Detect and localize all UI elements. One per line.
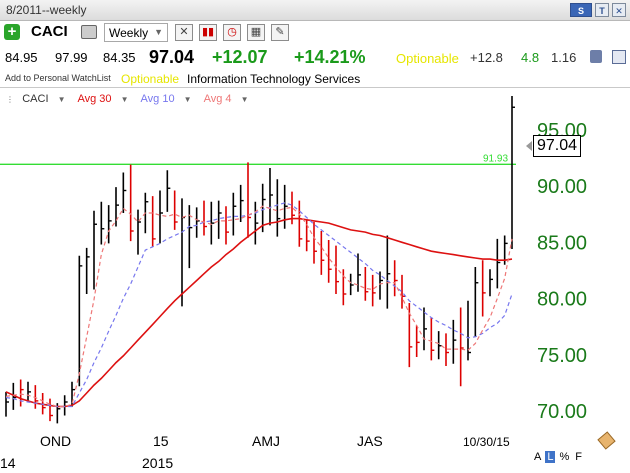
- note-icon[interactable]: ✎: [271, 24, 289, 41]
- y-tick-label: 75.00: [537, 345, 587, 367]
- scale-l[interactable]: L: [545, 451, 556, 463]
- window-titlebar: 8/2011--weekly S T ✕: [0, 0, 630, 21]
- x-tick-label: JAS: [357, 433, 383, 449]
- scale-a[interactable]: A: [534, 451, 542, 463]
- y-tick-label: 85.00: [537, 232, 587, 254]
- alarm-icon[interactable]: ◷: [223, 24, 241, 41]
- x-tick-label: 15: [153, 433, 169, 449]
- y-tick-label: 80.00: [537, 289, 587, 311]
- scale-controls: A L % F: [532, 451, 584, 463]
- moving-average-avg30: [5, 217, 513, 408]
- legend-symbol[interactable]: ⋮ CACI ▼: [6, 93, 66, 105]
- database-icon[interactable]: [590, 50, 602, 63]
- scale-percent[interactable]: %: [559, 451, 570, 463]
- divider: [0, 87, 630, 88]
- low-price: 84.35: [103, 50, 136, 65]
- last-price: 97.04: [149, 47, 195, 67]
- t-menu-icon[interactable]: T: [595, 3, 609, 17]
- price-chart[interactable]: 91.93100.0095.0090.0085.0080.0075.0070.0…: [0, 88, 630, 473]
- period-select[interactable]: Weekly ▼: [104, 23, 168, 42]
- close-icon[interactable]: ✕: [612, 3, 626, 17]
- price-pointer-icon: [526, 141, 532, 151]
- open-price: 84.95: [5, 50, 38, 65]
- legend-avg4[interactable]: Avg 4 ▼: [203, 93, 249, 105]
- optionable-label: Optionable: [396, 51, 459, 66]
- extra-change: +12.8: [470, 50, 503, 65]
- moving-average-avg4: [5, 205, 513, 408]
- x-sub-label: 14: [0, 455, 16, 471]
- quote-bar: 84.95 97.99 84.35 97.04 +12.07 +14.21% O…: [0, 44, 630, 72]
- legend-avg30[interactable]: Avg 30 ▼: [77, 93, 129, 105]
- resistance-label: 91.93: [483, 153, 508, 164]
- window-title: 8/2011--weekly: [6, 3, 87, 17]
- chart-type-icon[interactable]: ▮▮: [199, 24, 217, 41]
- plus-icon[interactable]: +: [4, 24, 20, 40]
- s-menu-icon[interactable]: S: [570, 3, 592, 17]
- watchlist-link[interactable]: Add to Personal WatchList: [5, 73, 111, 83]
- period-value: Weekly: [109, 26, 149, 40]
- extra-value-2: 1.16: [551, 50, 577, 65]
- x-tick-label: AMJ: [252, 433, 280, 449]
- x-tick-label: OND: [40, 433, 71, 449]
- toolbar: + CACI Weekly ▼ ✕ ▮▮ ◷ ▦ ✎: [0, 21, 630, 45]
- chart-legend: ⋮ CACI ▼ Avg 30 ▼ Avg 10 ▼ Avg 4 ▼: [6, 93, 261, 105]
- x-sub-label: 2015: [142, 455, 173, 471]
- tools-icon[interactable]: ✕: [175, 24, 193, 41]
- y-tick-label: 70.00: [537, 401, 587, 423]
- high-price: 97.99: [55, 50, 88, 65]
- moving-average-avg10: [5, 202, 513, 408]
- y-tick-label: 90.00: [537, 176, 587, 198]
- optionable-sub-label: Optionable: [121, 72, 180, 86]
- last-price-tag: 97.04: [533, 135, 582, 157]
- calendar-icon[interactable]: ▦: [247, 24, 265, 41]
- change-percent: +14.21%: [294, 47, 366, 67]
- change-value: +12.07: [212, 47, 268, 67]
- legend-avg10[interactable]: Avg 10 ▼: [140, 93, 192, 105]
- grid-icon[interactable]: [612, 50, 626, 64]
- scale-f[interactable]: F: [575, 451, 582, 463]
- extra-value: 4.8: [521, 50, 540, 65]
- chevron-down-icon: ▼: [154, 27, 163, 37]
- print-icon[interactable]: [81, 25, 97, 39]
- industry-label: Information Technology Services: [187, 72, 361, 86]
- title-icons: S T ✕: [570, 3, 626, 17]
- x-tick-label: 10/30/15: [463, 435, 510, 449]
- symbol-label[interactable]: CACI: [31, 23, 68, 40]
